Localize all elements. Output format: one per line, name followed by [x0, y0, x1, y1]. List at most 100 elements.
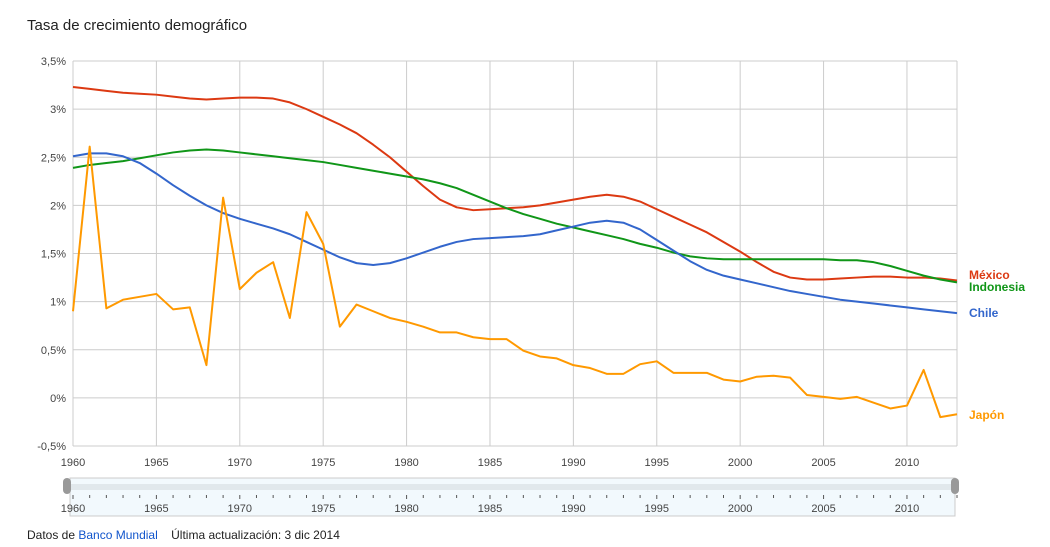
- data-point[interactable]: [704, 370, 710, 376]
- series-line-japón[interactable]: [72, 145, 958, 419]
- data-point[interactable]: [120, 90, 126, 96]
- data-point[interactable]: [253, 151, 259, 157]
- data-point[interactable]: [170, 149, 176, 155]
- data-point[interactable]: [137, 294, 143, 300]
- data-point[interactable]: [804, 256, 810, 262]
- data-point[interactable]: [153, 171, 159, 177]
- data-point[interactable]: [670, 248, 676, 254]
- data-point[interactable]: [754, 280, 760, 286]
- data-point[interactable]: [904, 403, 910, 409]
- data-point[interactable]: [387, 260, 393, 266]
- data-point[interactable]: [754, 374, 760, 380]
- data-point[interactable]: [437, 244, 443, 250]
- data-point[interactable]: [420, 324, 426, 330]
- data-point[interactable]: [904, 304, 910, 310]
- data-point[interactable]: [670, 214, 676, 220]
- data-point[interactable]: [337, 254, 343, 260]
- slider-handle-left[interactable]: [63, 478, 71, 494]
- data-point[interactable]: [771, 373, 777, 379]
- data-point[interactable]: [921, 367, 927, 373]
- data-point[interactable]: [304, 106, 310, 112]
- data-point[interactable]: [520, 211, 526, 217]
- data-point[interactable]: [704, 267, 710, 273]
- data-point[interactable]: [787, 275, 793, 281]
- data-point[interactable]: [320, 159, 326, 165]
- data-point[interactable]: [337, 122, 343, 128]
- data-point[interactable]: [804, 291, 810, 297]
- data-point[interactable]: [854, 394, 860, 400]
- data-point[interactable]: [537, 353, 543, 359]
- data-point[interactable]: [754, 256, 760, 262]
- data-point[interactable]: [454, 204, 460, 210]
- data-point[interactable]: [103, 160, 109, 166]
- data-point[interactable]: [537, 216, 543, 222]
- data-point[interactable]: [304, 239, 310, 245]
- data-point[interactable]: [704, 229, 710, 235]
- data-point[interactable]: [954, 411, 960, 417]
- data-point[interactable]: [604, 371, 610, 377]
- data-point[interactable]: [120, 297, 126, 303]
- series-line-méxico[interactable]: [72, 85, 958, 282]
- data-point[interactable]: [871, 400, 877, 406]
- data-point[interactable]: [771, 256, 777, 262]
- data-point[interactable]: [287, 99, 293, 105]
- data-point[interactable]: [137, 91, 143, 97]
- data-point[interactable]: [387, 154, 393, 160]
- data-point[interactable]: [787, 288, 793, 294]
- data-point[interactable]: [687, 370, 693, 376]
- data-point[interactable]: [537, 231, 543, 237]
- data-point[interactable]: [570, 197, 576, 203]
- data-point[interactable]: [470, 207, 476, 213]
- data-point[interactable]: [70, 308, 76, 314]
- data-point[interactable]: [187, 304, 193, 310]
- data-point[interactable]: [153, 152, 159, 158]
- data-point[interactable]: [687, 222, 693, 228]
- data-point[interactable]: [720, 377, 726, 383]
- data-point[interactable]: [787, 256, 793, 262]
- data-point[interactable]: [170, 306, 176, 312]
- data-point[interactable]: [904, 275, 910, 281]
- data-point[interactable]: [420, 176, 426, 182]
- data-point[interactable]: [437, 197, 443, 203]
- data-point[interactable]: [620, 220, 626, 226]
- data-point[interactable]: [737, 256, 743, 262]
- data-point[interactable]: [504, 234, 510, 240]
- data-point[interactable]: [520, 348, 526, 354]
- data-point[interactable]: [620, 194, 626, 200]
- data-point[interactable]: [304, 209, 310, 215]
- data-point[interactable]: [804, 276, 810, 282]
- data-point[interactable]: [103, 305, 109, 311]
- data-point[interactable]: [520, 233, 526, 239]
- data-point[interactable]: [370, 262, 376, 268]
- data-point[interactable]: [554, 227, 560, 233]
- data-point[interactable]: [720, 256, 726, 262]
- data-point[interactable]: [637, 361, 643, 367]
- data-point[interactable]: [387, 171, 393, 177]
- data-point[interactable]: [637, 241, 643, 247]
- data-point[interactable]: [737, 379, 743, 385]
- data-point[interactable]: [487, 336, 493, 342]
- data-point[interactable]: [437, 180, 443, 186]
- data-point[interactable]: [237, 95, 243, 101]
- data-point[interactable]: [504, 336, 510, 342]
- data-point[interactable]: [670, 370, 676, 376]
- data-point[interactable]: [187, 148, 193, 154]
- data-point[interactable]: [854, 257, 860, 263]
- data-point[interactable]: [203, 362, 209, 368]
- data-point[interactable]: [554, 221, 560, 227]
- data-point[interactable]: [504, 205, 510, 211]
- data-point[interactable]: [587, 194, 593, 200]
- data-point[interactable]: [253, 221, 259, 227]
- data-point[interactable]: [887, 274, 893, 280]
- data-point[interactable]: [737, 276, 743, 282]
- series-line-indonesia[interactable]: [72, 148, 958, 284]
- data-point[interactable]: [720, 273, 726, 279]
- data-point[interactable]: [654, 358, 660, 364]
- data-point[interactable]: [404, 174, 410, 180]
- data-point[interactable]: [771, 284, 777, 290]
- data-point[interactable]: [103, 88, 109, 94]
- data-point[interactable]: [837, 396, 843, 402]
- data-point[interactable]: [370, 168, 376, 174]
- data-point[interactable]: [237, 216, 243, 222]
- data-point[interactable]: [837, 257, 843, 263]
